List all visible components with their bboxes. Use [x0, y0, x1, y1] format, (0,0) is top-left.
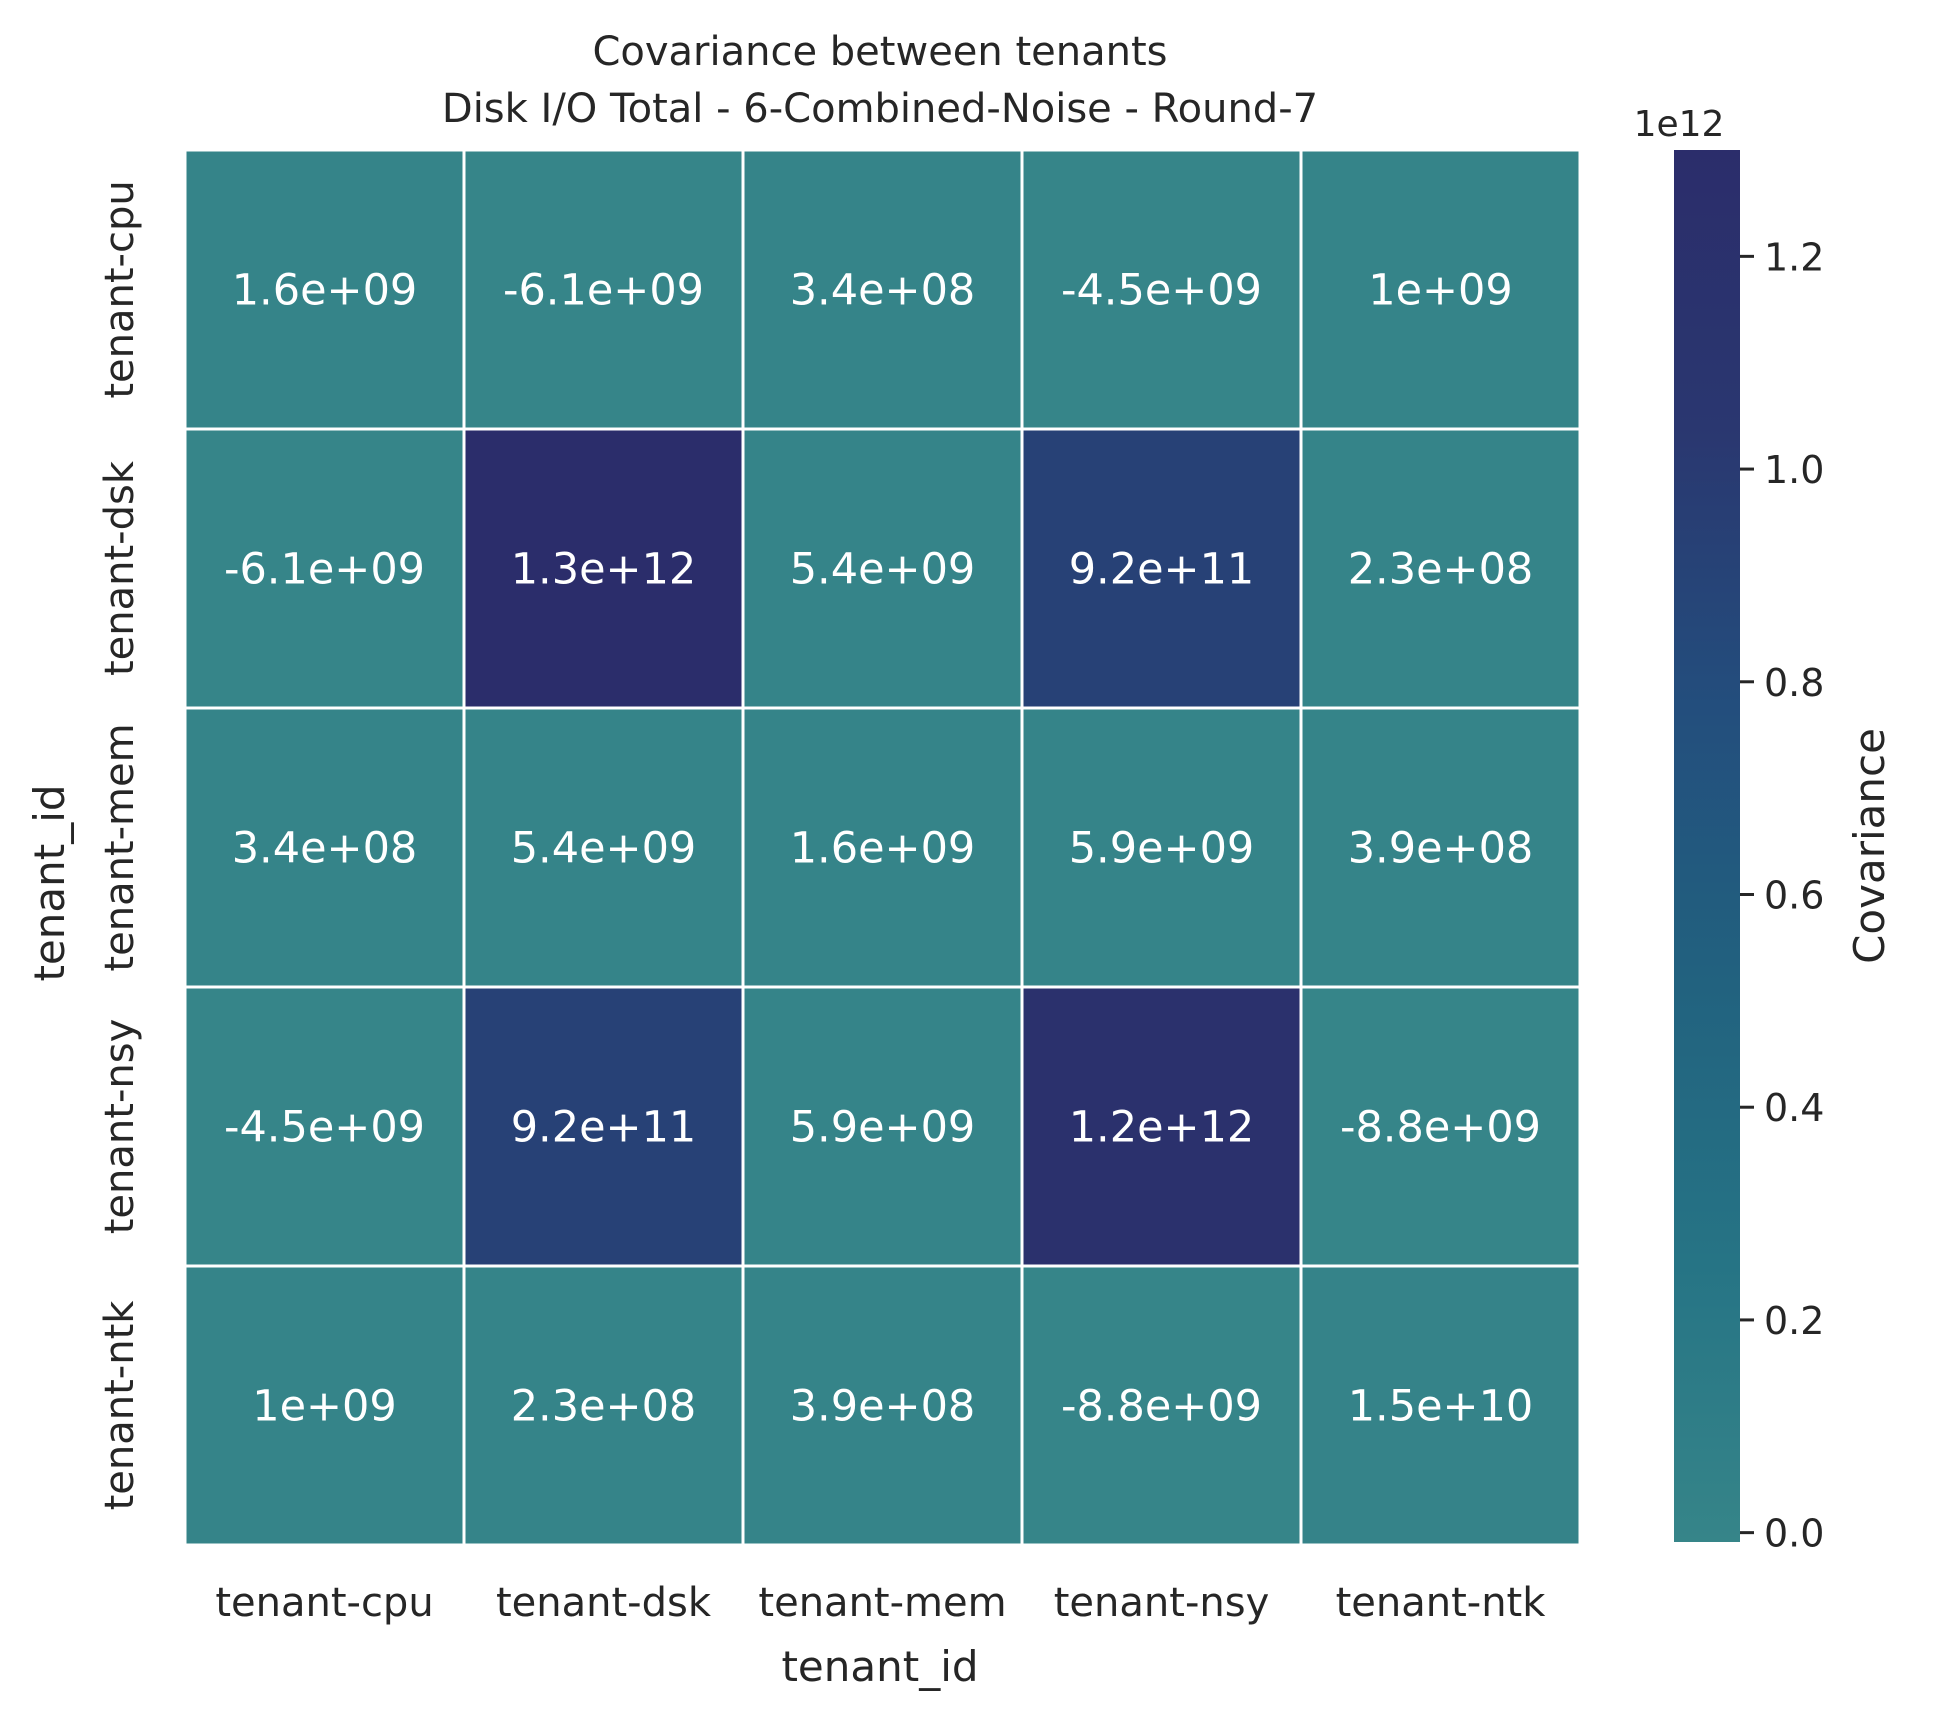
cell-value-label: -4.5e+09: [1061, 266, 1262, 316]
heatmap-cell: [183, 985, 466, 1268]
colorbar-label: Covariance: [1845, 728, 1894, 964]
heatmap-cell: [183, 148, 466, 431]
y-tick-label: tenant-mem: [97, 723, 143, 971]
cell-value-label: 1.2e+12: [1069, 1103, 1255, 1153]
colorbar-tick-label: 0.4: [1764, 1086, 1824, 1130]
heatmap-cell: [1299, 985, 1582, 1268]
heatmap-cell: [1020, 985, 1303, 1268]
cell-value-label: 5.9e+09: [790, 1103, 976, 1153]
heatmap-cell: [183, 427, 466, 710]
heatmap-cell: [462, 1264, 745, 1547]
heatmap-cell: [741, 706, 1024, 989]
cell-value-label: 1e+09: [252, 1382, 397, 1432]
cell-value-label: 3.9e+08: [1348, 824, 1534, 874]
y-tick-label: tenant-ntk: [97, 1300, 143, 1511]
x-axis-label: tenant_id: [781, 1642, 978, 1691]
cell-value-label: 5.4e+09: [511, 824, 697, 874]
y-tick-label: tenant-cpu: [97, 180, 143, 398]
cell-value-label: 3.9e+08: [790, 1382, 976, 1432]
heatmap-cell: [741, 1264, 1024, 1547]
colorbar-tick-label: 1.2: [1764, 235, 1824, 279]
cell-value-label: 2.3e+08: [1348, 545, 1534, 595]
cell-value-label: -6.1e+09: [224, 545, 425, 595]
cell-value-label: 3.4e+08: [790, 266, 976, 316]
cell-value-label: 5.9e+09: [1069, 824, 1255, 874]
heatmap-cell: [1299, 1264, 1582, 1547]
heatmap-cell: [741, 427, 1024, 710]
heatmap-cell: [462, 985, 745, 1268]
cell-value-label: 1.6e+09: [790, 824, 976, 874]
chart-title: Covariance between tenants: [592, 29, 1167, 75]
heatmap-cell: [1020, 706, 1303, 989]
heatmap-cell: [462, 148, 745, 431]
colorbar-tick-label: 0.0: [1764, 1512, 1824, 1556]
x-tick-label: tenant-ntk: [1336, 1580, 1547, 1626]
cell-value-label: 2.3e+08: [511, 1382, 697, 1432]
heatmap-cells: 1.6e+09 -6.1e+09 3.4e+08 -4.5e+09 1e+09 -6.1e…: [183, 148, 1582, 1547]
x-tick-label: tenant-nsy: [1054, 1580, 1270, 1626]
colorbar-offset-label: 1e12: [1634, 104, 1725, 145]
cell-value-label: 5.4e+09: [790, 545, 976, 595]
heatmap-cell: [1299, 706, 1582, 989]
x-tick-labels: tenant-cpu tenant-dsk tenant-mem tenant-nsy…: [215, 1580, 1546, 1626]
heatmap-cell: [1020, 148, 1303, 431]
cell-value-label: -8.8e+09: [1061, 1382, 1262, 1432]
heatmap-cell: [1299, 427, 1582, 710]
y-tick-labels: tenant-cpu tenant-dsk tenant-mem tenant-nsy…: [97, 180, 143, 1510]
cell-value-label: 1e+09: [1368, 266, 1513, 316]
cell-value-label: -8.8e+09: [1340, 1103, 1541, 1153]
heatmap-cell: [183, 1264, 466, 1547]
cell-value-label: -6.1e+09: [503, 266, 704, 316]
colorbar: 0.0 0.2 0.4 0.6 0.8 1.0 1.2 1e12 Covariance: [1634, 104, 1894, 1556]
heatmap-cell: [462, 706, 745, 989]
x-tick-label: tenant-cpu: [215, 1580, 433, 1626]
colorbar-tick-label: 1.0: [1764, 448, 1824, 492]
colorbar-tick-label: 0.8: [1764, 661, 1824, 705]
x-tick-label: tenant-mem: [758, 1580, 1006, 1626]
colorbar-tick-label: 0.6: [1764, 873, 1824, 917]
cell-value-label: 9.2e+11: [511, 1103, 697, 1153]
colorbar-tick-label: 0.2: [1764, 1299, 1824, 1343]
cell-value-label: 1.3e+12: [511, 545, 697, 595]
y-tick-label: tenant-nsy: [97, 1019, 143, 1235]
x-tick-label: tenant-dsk: [496, 1580, 712, 1626]
y-axis-label: tenant_id: [25, 784, 74, 981]
cell-value-label: 1.6e+09: [232, 266, 418, 316]
cell-value-label: 9.2e+11: [1069, 545, 1255, 595]
colorbar-ticks: 0.0 0.2 0.4 0.6 0.8 1.0 1.2: [1740, 235, 1824, 1556]
heatmap-cell: [1299, 148, 1582, 431]
heatmap-cell: [741, 985, 1024, 1268]
cell-value-label: 3.4e+08: [232, 824, 418, 874]
colorbar-gradient: [1674, 150, 1740, 1542]
cell-value-label: -4.5e+09: [224, 1103, 425, 1153]
chart-subtitle: Disk I/O Total - 6-Combined-Noise - Roun…: [442, 86, 1318, 132]
heatmap-cell: [741, 148, 1024, 431]
cell-value-label: 1.5e+10: [1348, 1382, 1534, 1432]
y-tick-label: tenant-dsk: [97, 460, 143, 676]
